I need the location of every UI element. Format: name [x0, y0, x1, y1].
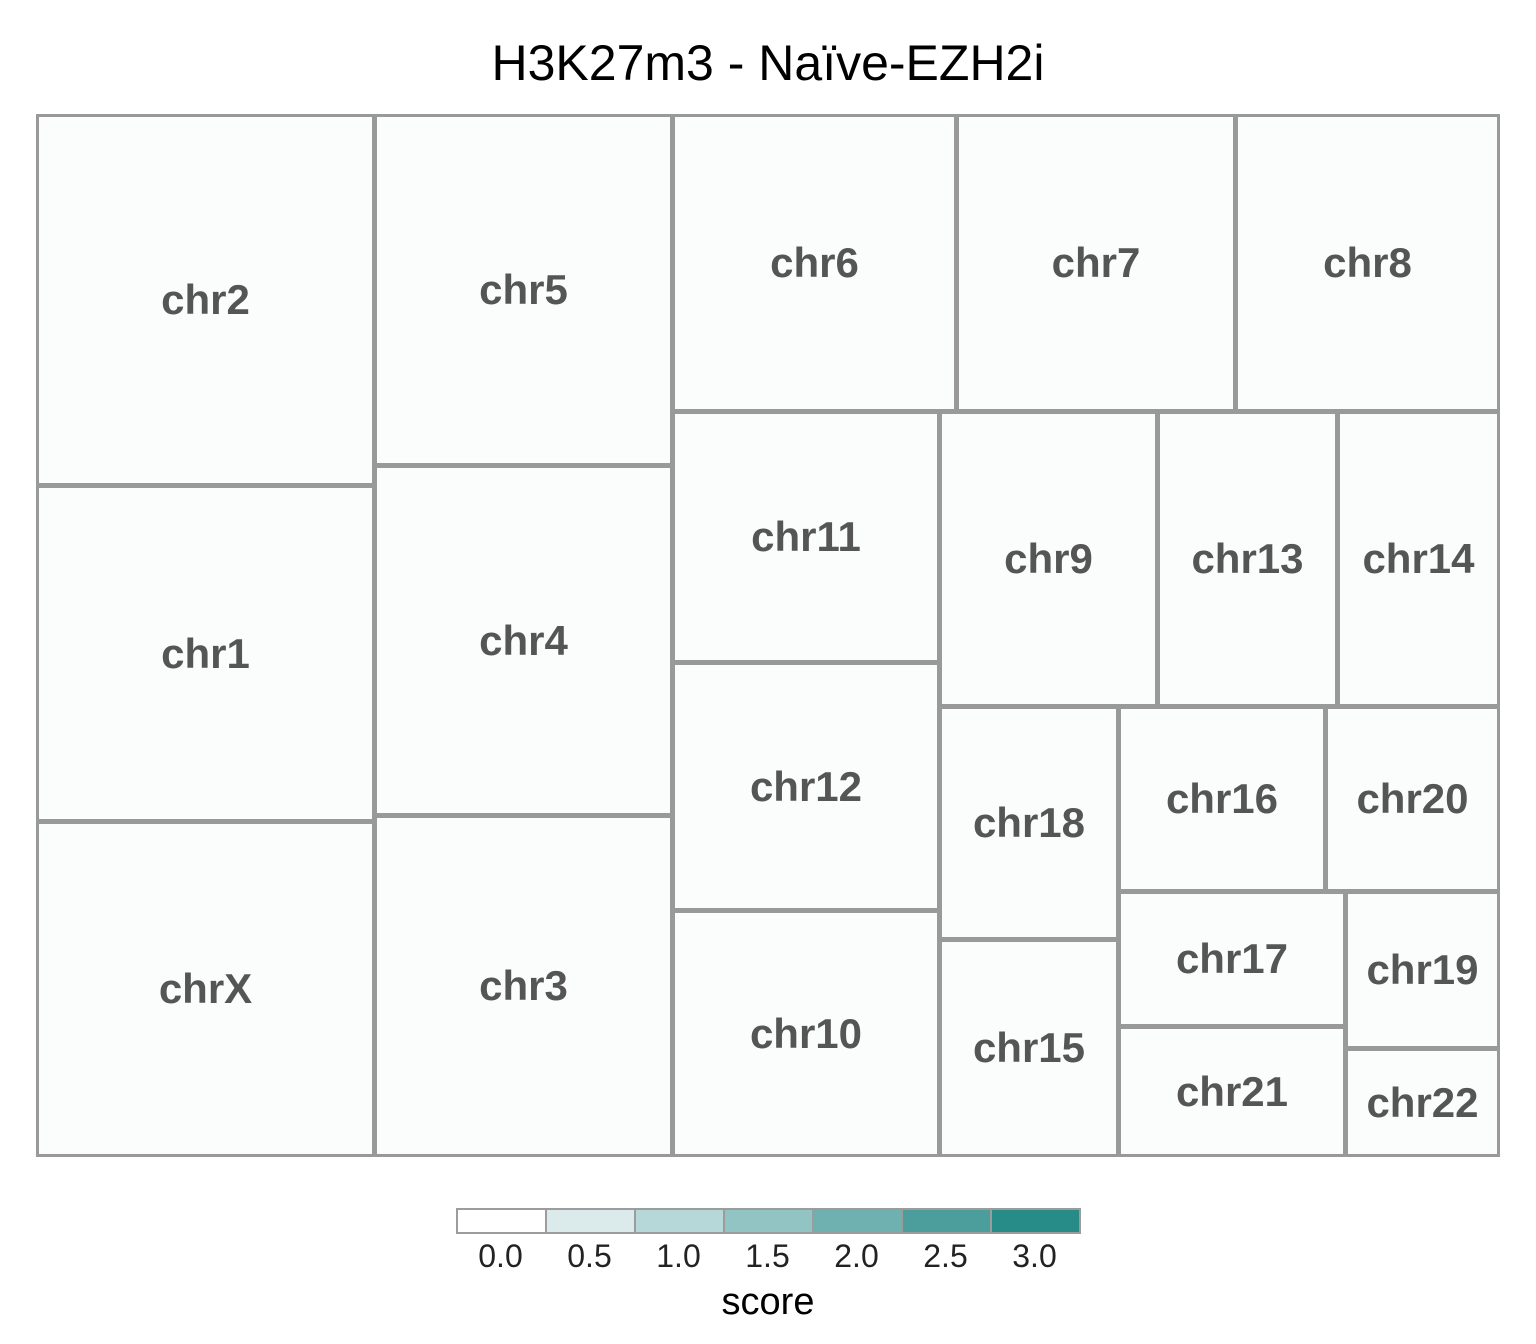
tile-chrX: chrX [36, 821, 375, 1157]
tile-label: chr21 [1175, 1067, 1289, 1115]
tile-label: chr14 [1362, 535, 1475, 582]
treemap: chr2 chr1 chrX chr5 chr4 chr3 chr6 chr7 chr8 chr1… [36, 114, 1500, 1157]
tile-label: chr12 [749, 762, 863, 810]
tile-label: chrX [158, 965, 253, 1012]
tile-label: chr9 [1004, 535, 1093, 582]
legend-key [456, 1208, 547, 1234]
legend-title: score [721, 1281, 815, 1323]
tile-chr19: chr19 [1345, 891, 1500, 1049]
legend-key [990, 1208, 1081, 1234]
legend-tick-label: 2.5 [923, 1238, 968, 1274]
tile-label: chr22 [1366, 1078, 1479, 1126]
tile-chr2: chr2 [36, 114, 375, 486]
tile-label: chr11 [751, 513, 861, 560]
tile-label: chr4 [479, 616, 568, 664]
tile-label: chr3 [479, 962, 568, 1009]
tile-label: chr2 [161, 276, 250, 323]
tile-label: chr16 [1165, 775, 1279, 822]
chart-title: H3K27m3 - Naïve-EZH2i [491, 35, 1045, 91]
tile-chr11: chr11 [672, 411, 940, 663]
legend-tick-label: 1.5 [745, 1238, 790, 1274]
tile-label: chr19 [1366, 946, 1479, 993]
tile-label: chr18 [972, 799, 1086, 846]
legend-key [634, 1208, 725, 1234]
tile-chr4: chr4 [374, 465, 673, 816]
tile-chr5: chr5 [374, 114, 673, 466]
tile-chr1: chr1 [36, 485, 375, 822]
tile-chr10: chr10 [672, 910, 940, 1157]
tile-label: chr10 [749, 1009, 863, 1057]
tile-chr14: chr14 [1337, 411, 1500, 707]
tile-chr7: chr7 [956, 114, 1236, 412]
tile-chr18: chr18 [939, 706, 1119, 940]
tile-chr17: chr17 [1118, 891, 1346, 1027]
legend-key [545, 1208, 636, 1234]
tile-chr21: chr21 [1118, 1026, 1346, 1157]
tile-chr15: chr15 [939, 939, 1119, 1157]
tile-label: chr15 [972, 1024, 1086, 1071]
tile-label: chr5 [479, 266, 568, 313]
legend-tick-label: 3.0 [1012, 1238, 1057, 1274]
legend-tick-label: 1.0 [656, 1238, 701, 1274]
tile-label: chr1 [161, 629, 250, 677]
tile-chr6: chr6 [672, 114, 957, 412]
tile-chr22: chr22 [1345, 1048, 1500, 1157]
legend-key [901, 1208, 992, 1234]
tile-label: chr13 [1191, 535, 1304, 582]
tile-label: chr6 [770, 239, 859, 286]
tile-chr12: chr12 [672, 662, 940, 911]
tile-chr9: chr9 [939, 411, 1158, 707]
legend-tick-label: 0.5 [567, 1238, 612, 1274]
legend-tick-label: 0.0 [478, 1238, 523, 1274]
tile-label: chr17 [1175, 935, 1289, 982]
tile-chr16: chr16 [1118, 706, 1326, 892]
tile-label: chr20 [1356, 775, 1469, 822]
tile-chr13: chr13 [1157, 411, 1338, 707]
tile-label: chr8 [1323, 239, 1412, 286]
tile-chr8: chr8 [1235, 114, 1500, 412]
tile-chr20: chr20 [1325, 706, 1500, 892]
score-legend [456, 1208, 1081, 1236]
legend-key [723, 1208, 814, 1234]
tile-chr3: chr3 [374, 815, 673, 1157]
legend-tick-label: 2.0 [834, 1238, 879, 1274]
tile-label: chr7 [1051, 239, 1141, 286]
legend-key [812, 1208, 903, 1234]
